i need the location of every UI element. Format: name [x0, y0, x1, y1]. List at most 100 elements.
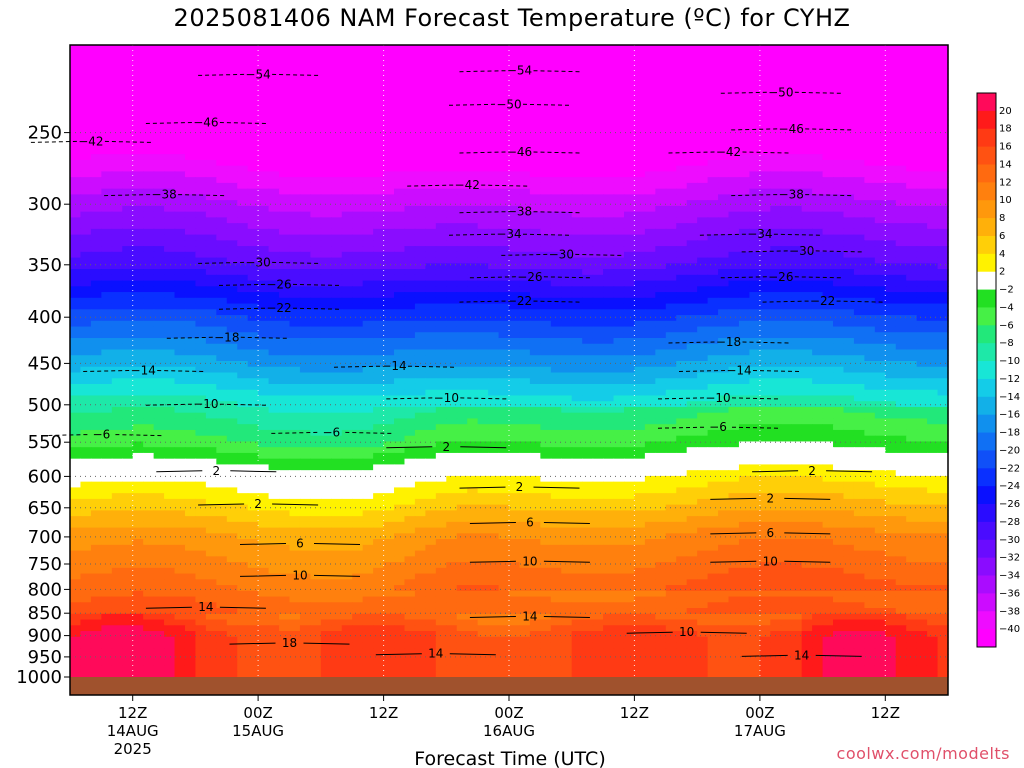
- temperature-cell: [394, 90, 406, 98]
- temperature-cell: [310, 136, 322, 144]
- temperature-cell: [812, 131, 824, 138]
- temperature-cell: [812, 355, 824, 362]
- temperature-cell: [383, 378, 395, 385]
- temperature-cell: [529, 108, 541, 115]
- temperature-cell: [394, 96, 406, 104]
- temperature-cell: [843, 326, 855, 333]
- temperature-cell: [561, 90, 573, 98]
- temperature-cell: [498, 62, 510, 69]
- temperature-cell: [759, 349, 771, 356]
- temperature-cell: [216, 79, 228, 86]
- temperature-cell: [644, 361, 656, 368]
- temperature-cell: [697, 90, 709, 98]
- temperature-cell: [676, 240, 688, 247]
- temperature-cell: [655, 309, 667, 316]
- temperature-cell: [310, 366, 322, 374]
- temperature-cell: [101, 165, 113, 172]
- temperature-cell: [80, 297, 92, 305]
- temperature-cell: [634, 85, 646, 92]
- temperature-cell: [132, 234, 144, 241]
- temperature-cell: [70, 343, 82, 351]
- temperature-cell: [216, 56, 228, 63]
- temperature-cell: [383, 326, 395, 333]
- temperature-cell: [394, 62, 406, 69]
- temperature-cell: [299, 286, 311, 293]
- temperature-cell: [258, 159, 270, 167]
- temperature-cell: [237, 159, 249, 167]
- temperature-cell: [80, 269, 92, 276]
- temperature-cell: [623, 171, 636, 178]
- temperature-cell: [738, 338, 750, 345]
- temperature-cell: [153, 286, 165, 293]
- temperature-cell: [268, 309, 280, 316]
- temperature-cell: [738, 303, 750, 310]
- temperature-cell: [498, 73, 510, 81]
- temperature-cell: [791, 240, 803, 247]
- temperature-cell: [749, 45, 761, 52]
- temperature-cell: [833, 56, 845, 63]
- temperature-cell: [174, 366, 186, 374]
- temperature-cell: [550, 217, 562, 224]
- temperature-cell: [299, 56, 311, 63]
- temperature-cell: [268, 263, 280, 270]
- temperature-cell: [665, 217, 677, 224]
- temperature-cell: [686, 194, 698, 201]
- temperature-cell: [822, 280, 834, 287]
- temperature-cell: [279, 246, 291, 253]
- temperature-cell: [634, 45, 646, 52]
- temperature-cell: [153, 383, 165, 391]
- temperature-cell: [676, 90, 688, 98]
- temperature-cell: [488, 217, 500, 224]
- temperature-cell: [498, 326, 510, 333]
- temperature-cell: [665, 211, 677, 218]
- temperature-cell: [718, 223, 730, 230]
- temperature-cell: [676, 148, 688, 155]
- temperature-cell: [582, 182, 594, 190]
- temperature-cell: [331, 154, 343, 161]
- temperature-cell: [738, 200, 750, 207]
- temperature-cell: [906, 280, 918, 287]
- temperature-cell: [707, 188, 719, 195]
- temperature-cell: [550, 338, 562, 345]
- temperature-cell: [143, 45, 155, 52]
- temperature-cell: [435, 108, 447, 115]
- temperature-cell: [331, 108, 343, 115]
- temperature-cell: [801, 148, 813, 155]
- temperature-cell: [446, 85, 458, 92]
- temperature-cell: [383, 297, 395, 305]
- temperature-cell: [853, 159, 865, 167]
- temperature-cell: [582, 136, 594, 144]
- temperature-cell: [843, 223, 855, 230]
- temperature-cell: [937, 125, 949, 132]
- temperature-cell: [247, 73, 259, 81]
- temperature-cell: [90, 131, 102, 138]
- temperature-cell: [394, 142, 406, 150]
- temperature-cell: [414, 125, 426, 132]
- temperature-cell: [216, 280, 228, 287]
- temperature-cell: [634, 332, 646, 339]
- temperature-cell: [540, 96, 552, 104]
- temperature-cell: [770, 228, 782, 236]
- temperature-cell: [634, 228, 646, 236]
- temperature-cell: [299, 159, 311, 167]
- temperature-cell: [216, 171, 228, 178]
- temperature-cell: [780, 251, 792, 259]
- temperature-cell: [310, 338, 322, 345]
- temperature-cell: [310, 165, 322, 172]
- temperature-cell: [70, 355, 82, 362]
- temperature-cell: [519, 349, 531, 356]
- temperature-cell: [195, 361, 207, 368]
- temperature-cell: [164, 108, 176, 115]
- temperature-cell: [770, 223, 782, 230]
- temperature-cell: [906, 159, 918, 167]
- temperature-cell: [184, 378, 197, 385]
- temperature-cell: [801, 142, 813, 150]
- temperature-cell: [843, 79, 855, 86]
- temperature-cell: [707, 108, 719, 115]
- temperature-cell: [394, 349, 406, 356]
- temperature-cell: [613, 257, 625, 264]
- temperature-cell: [477, 217, 489, 224]
- temperature-cell: [529, 85, 541, 92]
- temperature-cell: [906, 154, 918, 161]
- temperature-cell: [414, 50, 426, 58]
